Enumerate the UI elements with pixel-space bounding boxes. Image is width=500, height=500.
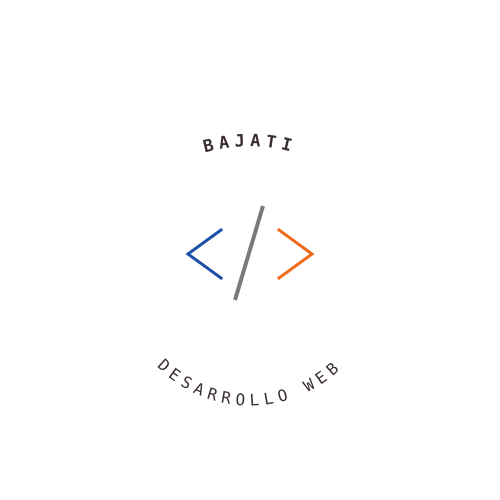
brand-name-path: BAJATI [201,131,294,157]
right-bracket-icon [276,227,315,281]
tagline: DESARROLLO WEB [154,355,346,410]
tagline-path: DESARROLLO WEB [154,355,341,410]
slash-icon [233,205,265,301]
left-bracket-icon [185,227,224,281]
brand-name: BAJATI [201,131,299,157]
code-brackets-icon [185,205,315,301]
